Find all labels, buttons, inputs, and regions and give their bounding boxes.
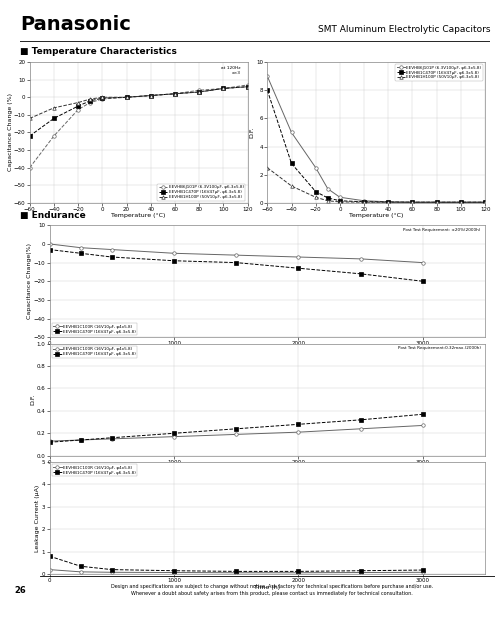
Text: Post Test Requirement: ±20%(2000h): Post Test Requirement: ±20%(2000h) — [403, 228, 481, 232]
Y-axis label: D.F.: D.F. — [250, 127, 255, 138]
X-axis label: Time (h): Time (h) — [254, 584, 280, 589]
Text: ■ Temperature Characteristics: ■ Temperature Characteristics — [20, 47, 177, 56]
Legend: EEVHB6J101P (6.3V100μF, φ6.3x5.8), EEVHB1C470P (16V47μF, φ6.3x5.8), EEVHB1H100P : EEVHB6J101P (6.3V100μF, φ6.3x5.8), EEVHB… — [395, 64, 483, 81]
Text: Panasonic: Panasonic — [20, 15, 131, 34]
Text: Design and specifications are subject to change without notice. Ask factory for : Design and specifications are subject to… — [111, 584, 433, 596]
Y-axis label: D.F.: D.F. — [30, 394, 35, 405]
Legend: EEVHB1C100R (16V10μF, φ4x5.8), EEVHB1C470P (16V47μF, φ6.3x5.8): EEVHB1C100R (16V10μF, φ4x5.8), EEVHB1C47… — [51, 346, 138, 358]
Y-axis label: Capacitance Change (%): Capacitance Change (%) — [7, 93, 12, 172]
Legend: EEVHB6J101P (6.3V100μF, φ6.3x5.8), EEVHB1C470P (16V47μF, φ6.3x5.8), EEVHB1H100P : EEVHB6J101P (6.3V100μF, φ6.3x5.8), EEVHB… — [157, 184, 246, 201]
Text: SMT Aluminum Electrolytic Capacitors: SMT Aluminum Electrolytic Capacitors — [318, 25, 490, 34]
Text: 26: 26 — [14, 586, 26, 595]
X-axis label: Temperature (°C): Temperature (°C) — [111, 213, 166, 218]
Legend: EEVHB1C100R (16V10μF, φ4x5.8), EEVHB1C470P (16V47μF, φ6.3x5.8): EEVHB1C100R (16V10μF, φ4x5.8), EEVHB1C47… — [51, 464, 138, 476]
X-axis label: Time (h): Time (h) — [254, 348, 280, 353]
Text: ■ Endurance: ■ Endurance — [20, 211, 86, 220]
Text: at 1.2kHz
x×1: at 1.2kHz x×1 — [458, 67, 479, 75]
X-axis label: Time (h): Time (h) — [254, 466, 280, 471]
Y-axis label: Capacitance Change(%): Capacitance Change(%) — [27, 243, 32, 319]
X-axis label: Temperature (°C): Temperature (°C) — [349, 213, 403, 218]
Y-axis label: Leakage Current (μA): Leakage Current (μA) — [36, 484, 41, 552]
Text: at 120Hz
x×3: at 120Hz x×3 — [221, 67, 241, 75]
Text: Post Test Requirement:0.32max.(2000h): Post Test Requirement:0.32max.(2000h) — [398, 346, 481, 350]
Legend: EEVHB1C100R (16V10μF, φ4x5.8), EEVHB1C470P (16V47μF, φ6.3x5.8): EEVHB1C100R (16V10μF, φ4x5.8), EEVHB1C47… — [51, 323, 138, 335]
